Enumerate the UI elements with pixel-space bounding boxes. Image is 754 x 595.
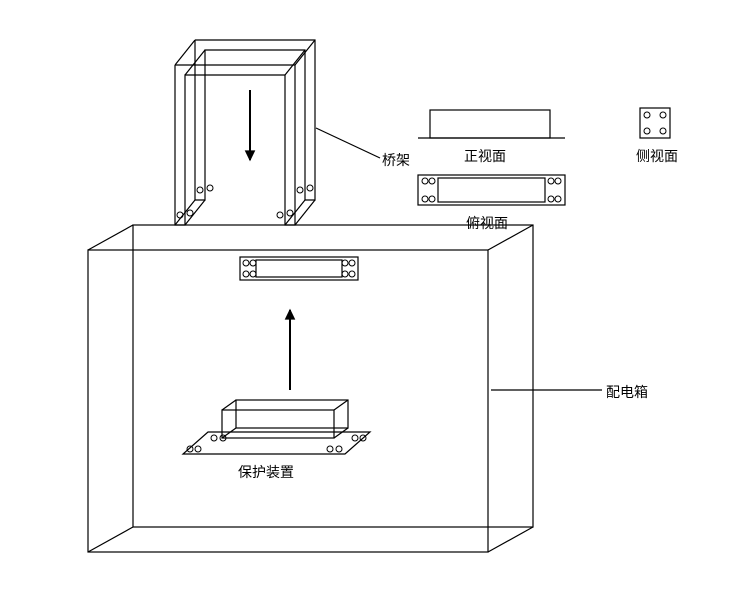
label-top-view: 俯视面 bbox=[466, 213, 508, 233]
label-side-view: 侧视面 bbox=[636, 146, 678, 166]
label-protector: 保护装置 bbox=[238, 462, 294, 482]
diagram-canvas bbox=[0, 0, 754, 595]
label-bridge: 桥架 bbox=[382, 150, 410, 170]
label-distribution-box: 配电箱 bbox=[606, 382, 648, 402]
label-front-view: 正视面 bbox=[464, 146, 506, 166]
